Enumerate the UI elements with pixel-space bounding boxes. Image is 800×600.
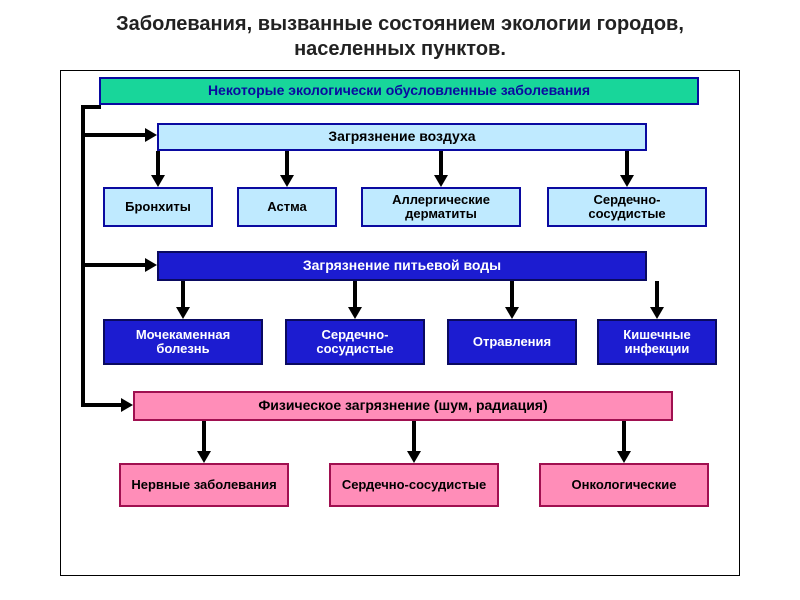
arrow-down-icon (280, 175, 294, 187)
arrow-down-icon (505, 307, 519, 319)
slide: Заболевания, вызванные состоянием эколог… (0, 0, 800, 600)
connector-line (81, 263, 145, 267)
diagram-box: Загрязнение питьевой воды (157, 251, 647, 281)
arrow-down-icon (407, 451, 421, 463)
diagram-box: Бронхиты (103, 187, 213, 227)
diagram-box: Астма (237, 187, 337, 227)
connector-line (285, 151, 289, 175)
arrow-down-icon (617, 451, 631, 463)
diagram-box: Онкологические (539, 463, 709, 507)
connector-line (622, 421, 626, 451)
arrow-right-icon (145, 258, 157, 272)
connector-line (181, 281, 185, 307)
slide-title: Заболевания, вызванные состоянием эколог… (0, 0, 800, 66)
diagram-box: Кишечные инфекции (597, 319, 717, 365)
diagram-box: Сердечно-сосудистые (329, 463, 499, 507)
arrow-down-icon (176, 307, 190, 319)
connector-line (81, 403, 121, 407)
diagram-container: Некоторые экологически обусловленные заб… (60, 70, 740, 576)
arrow-down-icon (620, 175, 634, 187)
arrow-right-icon (121, 398, 133, 412)
arrow-down-icon (434, 175, 448, 187)
diagram-box: Мочекаменная болезнь (103, 319, 263, 365)
diagram-box: Физическое загрязнение (шум, радиация) (133, 391, 673, 421)
connector-line (202, 421, 206, 451)
diagram-box: Некоторые экологически обусловленные заб… (99, 77, 699, 105)
connector-line (655, 281, 659, 307)
diagram-box: Нервные заболевания (119, 463, 289, 507)
diagram-box: Загрязнение воздуха (157, 123, 647, 151)
arrow-down-icon (348, 307, 362, 319)
connector-line (439, 151, 443, 175)
arrow-down-icon (151, 175, 165, 187)
connector-line (625, 151, 629, 175)
arrow-right-icon (145, 128, 157, 142)
connector-line (81, 105, 85, 405)
connector-line (81, 105, 101, 109)
connector-line (412, 421, 416, 451)
diagram-box: Аллергические дерматиты (361, 187, 521, 227)
connector-line (353, 281, 357, 307)
diagram-box: Сердечно-сосудистые (547, 187, 707, 227)
connector-line (510, 281, 514, 307)
diagram-box: Отравления (447, 319, 577, 365)
diagram-box: Сердечно-сосудистые (285, 319, 425, 365)
arrow-down-icon (197, 451, 211, 463)
arrow-down-icon (650, 307, 664, 319)
connector-line (81, 133, 145, 137)
connector-line (156, 151, 160, 175)
